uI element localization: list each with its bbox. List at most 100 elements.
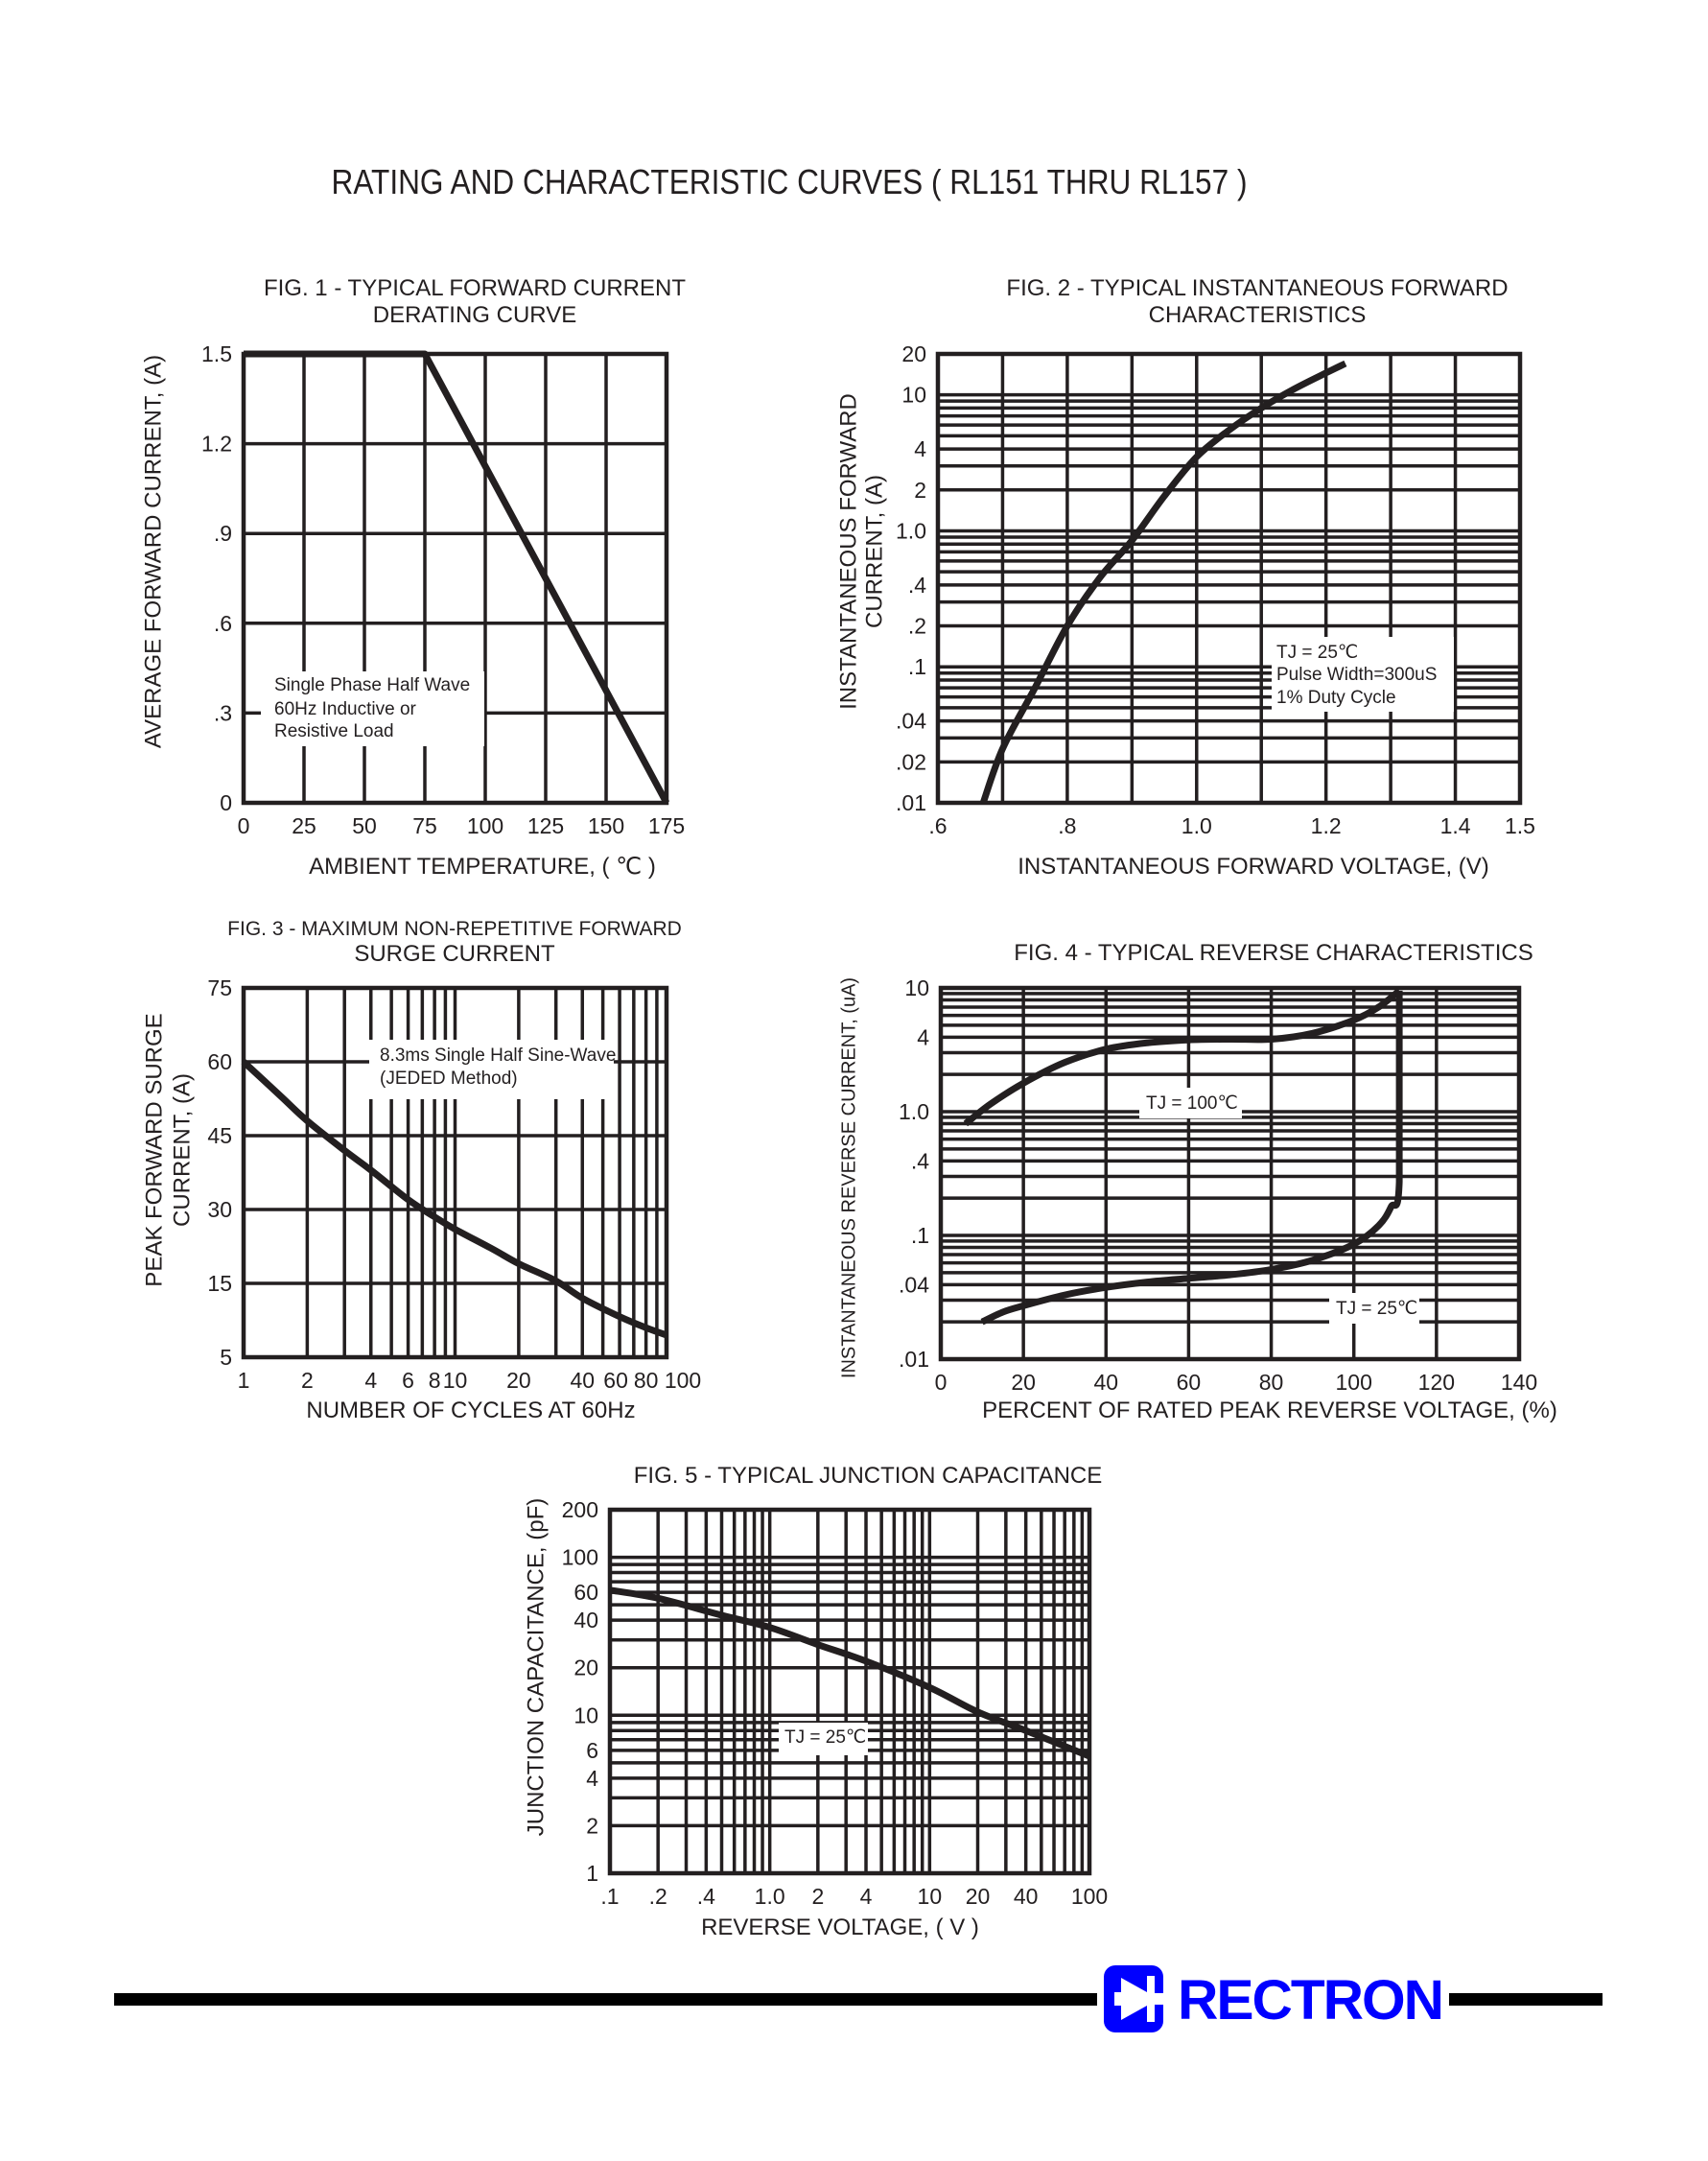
- chart-title: FIG. 1 - TYPICAL FORWARD CURRENT: [264, 275, 686, 301]
- y-axis-label: INSTANTANEOUS REVERSE CURRENT, (uA): [838, 977, 859, 1378]
- x-tick-label: 100: [1336, 1370, 1372, 1395]
- series-line-2: [980, 990, 1403, 1326]
- y-tick-label: 45: [207, 1123, 232, 1148]
- y-tick-label: .04: [896, 709, 926, 734]
- y-tick-label: 10: [904, 975, 929, 1000]
- x-axis-label: REVERSE VOLTAGE, ( V ): [701, 1914, 979, 1940]
- annotation-text: TJ = 25℃: [784, 1727, 866, 1748]
- y-tick-label: 100: [562, 1545, 598, 1570]
- chart-title: FIG. 5 - TYPICAL JUNCTION CAPACITANCE: [634, 1463, 1103, 1489]
- chart-fig-2: FIG. 2 - TYPICAL INSTANTANEOUS FORWARDCH…: [835, 275, 1535, 880]
- y-tick-label: 1.0: [899, 1099, 929, 1124]
- chart-title: FIG. 4 - TYPICAL REVERSE CHARACTERISTICS: [1014, 940, 1533, 966]
- page-title: RATING AND CHARACTERISTIC CURVES ( RL151…: [332, 162, 1248, 201]
- x-axis-label: NUMBER OF CYCLES AT 60Hz: [306, 1398, 635, 1423]
- plot-frame: [241, 985, 669, 1360]
- x-tick-label: 100: [467, 813, 503, 838]
- annotation-text: TJ = 25℃: [1336, 1299, 1417, 1319]
- x-tick-label: 40: [1093, 1370, 1118, 1395]
- y-axis-label: CURRENT, (A): [861, 475, 887, 628]
- plot-frame: [607, 1507, 1092, 1876]
- x-tick-label: 120: [1418, 1370, 1455, 1395]
- x-tick-label: 10: [443, 1368, 468, 1393]
- annotation-background: [1272, 637, 1454, 712]
- x-tick-label: 4: [860, 1884, 873, 1909]
- annotation-background: [369, 1040, 614, 1099]
- x-tick-label: 20: [506, 1368, 531, 1393]
- diode-icon: [1104, 1965, 1163, 2032]
- annotation-text: 60Hz Inductive or: [274, 699, 417, 719]
- x-tick-label: 175: [648, 813, 685, 838]
- annotation-text: 1% Duty Cycle: [1276, 688, 1396, 708]
- x-tick-label: 140: [1501, 1370, 1537, 1395]
- x-tick-label: .4: [697, 1884, 715, 1909]
- x-tick-label: 8: [429, 1368, 441, 1393]
- x-tick-label: 1.0: [755, 1884, 785, 1909]
- x-tick-label: .6: [928, 813, 947, 838]
- y-tick-label: 1: [586, 1861, 598, 1886]
- y-tick-label: .01: [896, 790, 926, 815]
- y-tick-label: 60: [207, 1049, 232, 1074]
- x-tick-label: 20: [966, 1884, 991, 1909]
- y-axis-label: PEAK FORWARD SURGE: [141, 1013, 167, 1286]
- x-tick-label: 40: [1014, 1884, 1039, 1909]
- x-tick-label: 4: [364, 1368, 377, 1393]
- x-tick-label: 150: [588, 813, 624, 838]
- annotation-text: 8.3ms Single Half Sine-Wave: [380, 1045, 616, 1066]
- annotation-text: TJ = 100℃: [1146, 1093, 1238, 1114]
- y-tick-label: 15: [207, 1271, 232, 1296]
- charts: FIG. 1 - TYPICAL FORWARD CURRENTDERATING…: [140, 275, 1556, 1940]
- y-tick-label: 1.0: [896, 518, 926, 543]
- y-tick-label: 200: [562, 1497, 598, 1522]
- y-tick-label: 10: [573, 1703, 598, 1727]
- chart-title: FIG. 2 - TYPICAL INSTANTANEOUS FORWARD: [1006, 275, 1508, 301]
- annotation-background: [1329, 1293, 1419, 1324]
- y-tick-label: 75: [207, 975, 232, 1000]
- chart-title: SURGE CURRENT: [354, 941, 555, 967]
- x-tick-label: 20: [1011, 1370, 1036, 1395]
- annotation-text: (JEDED Method): [380, 1069, 518, 1089]
- x-tick-label: 100: [1071, 1884, 1108, 1909]
- y-tick-label: 1.5: [201, 341, 232, 366]
- y-tick-label: 4: [917, 1024, 929, 1049]
- x-tick-label: .1: [600, 1884, 619, 1909]
- series-line-1: [609, 1586, 1091, 1760]
- y-tick-label: .01: [899, 1347, 929, 1372]
- y-tick-label: 60: [573, 1580, 598, 1605]
- annotation-background: [1139, 1088, 1242, 1118]
- x-tick-label: 60: [1177, 1370, 1202, 1395]
- y-tick-label: .04: [899, 1272, 929, 1297]
- x-axis-label: INSTANTANEOUS FORWARD VOLTAGE, (V): [1018, 854, 1489, 880]
- y-tick-label: 1.2: [201, 432, 232, 457]
- annotation-text: TJ = 25℃: [1276, 643, 1358, 663]
- x-tick-label: 1.2: [1311, 813, 1342, 838]
- annotation-background: [261, 671, 484, 746]
- x-tick-label: 80: [634, 1368, 659, 1393]
- x-tick-label: 100: [665, 1368, 701, 1393]
- y-tick-label: 40: [573, 1608, 598, 1632]
- y-tick-label: 0: [220, 790, 232, 815]
- x-tick-label: 2: [301, 1368, 314, 1393]
- chart-title: CHARACTERISTICS: [1149, 302, 1367, 328]
- footer-rule-right: [1449, 1993, 1603, 2006]
- footer: RECTRON: [114, 1965, 1603, 2032]
- x-tick-label: 80: [1259, 1370, 1284, 1395]
- y-axis-label: INSTANTANEOUS FORWARD: [835, 393, 861, 710]
- chart-title: FIG. 3 - MAXIMUM NON-REPETITIVE FORWARD: [227, 918, 682, 940]
- x-tick-label: 10: [918, 1884, 943, 1909]
- plot-frame: [935, 351, 1523, 806]
- brand-logo-text: RECTRON: [1178, 1969, 1442, 2032]
- x-tick-label: .8: [1058, 813, 1076, 838]
- y-tick-label: .4: [911, 1148, 929, 1173]
- y-tick-label: .1: [908, 654, 926, 679]
- x-tick-label: 2: [811, 1884, 824, 1909]
- plot-frame: [938, 985, 1522, 1362]
- annotation-text: Resistive Load: [274, 721, 394, 741]
- x-tick-label: 60: [603, 1368, 628, 1393]
- x-tick-label: .2: [649, 1884, 667, 1909]
- footer-rule-left: [114, 1993, 1097, 2006]
- chart-fig-5: FIG. 5 - TYPICAL JUNCTION CAPACITANCE REV…: [523, 1463, 1108, 1940]
- x-axis-label: AMBIENT TEMPERATURE, ( ℃ ): [309, 854, 656, 880]
- y-tick-label: 6: [586, 1738, 598, 1763]
